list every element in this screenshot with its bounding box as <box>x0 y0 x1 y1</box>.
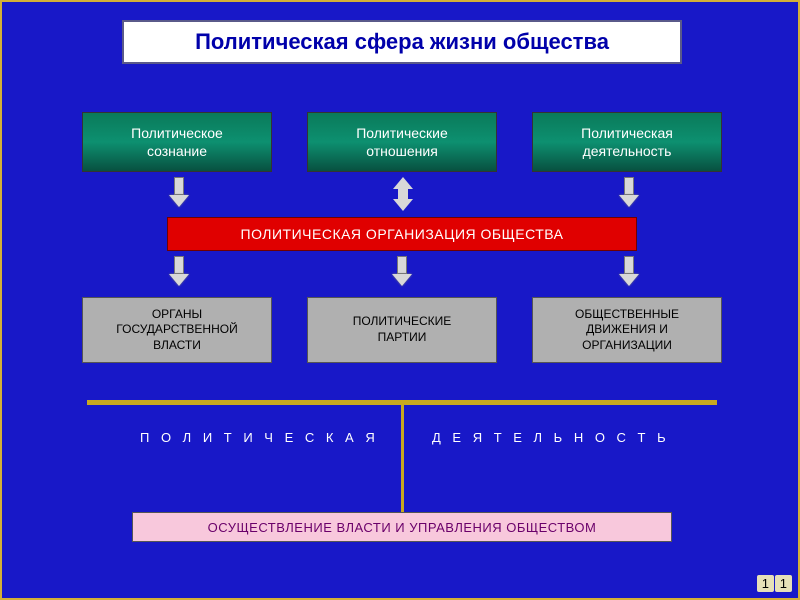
connector-vertical <box>401 400 404 512</box>
activity-label-left: П О Л И Т И Ч Е С К А Я <box>140 430 379 445</box>
node-line: ГОСУДАРСТВЕННОЙ <box>116 322 237 338</box>
arrow-down-icon <box>620 256 638 288</box>
arrow-down-icon <box>620 177 638 209</box>
node-exercise-of-power: ОСУЩЕСТВЛЕНИЕ ВЛАСТИ И УПРАВЛЕНИЯ ОБЩЕСТ… <box>132 512 672 542</box>
node-political-relations: Политические отношения <box>307 112 497 172</box>
arrow-down-icon <box>393 256 411 288</box>
node-political-parties: ПОЛИТИЧЕСКИЕ ПАРТИИ <box>307 297 497 363</box>
node-public-movements: ОБЩЕСТВЕННЫЕ ДВИЖЕНИЯ И ОРГАНИЗАЦИИ <box>532 297 722 363</box>
arrow-down-icon <box>170 177 188 209</box>
node-political-consciousness: Политическое сознание <box>82 112 272 172</box>
node-line: ВЛАСТИ <box>153 338 201 354</box>
node-political-organization: ПОЛИТИЧЕСКАЯ ОРГАНИЗАЦИЯ ОБЩЕСТВА <box>167 217 637 251</box>
node-line: ПАРТИИ <box>378 330 427 346</box>
node-line: ОБЩЕСТВЕННЫЕ <box>575 307 679 323</box>
arrow-down-icon <box>170 256 188 288</box>
node-political-activity: Политическая деятельность <box>532 112 722 172</box>
node-state-authorities: ОРГАНЫ ГОСУДАРСТВЕННОЙ ВЛАСТИ <box>82 297 272 363</box>
node-line: Политические <box>356 124 448 142</box>
page-number: 1 <box>757 575 774 592</box>
node-line: сознание <box>147 142 207 160</box>
diagram-title: Политическая сфера жизни общества <box>122 20 682 64</box>
node-line: отношения <box>366 142 438 160</box>
page-number: 1 <box>775 575 792 592</box>
arrow-double-icon <box>393 177 413 211</box>
node-line: Политическая <box>581 124 673 142</box>
activity-label-right: Д Е Я Т Е Л Ь Н О С Т Ь <box>432 430 670 445</box>
node-line: ПОЛИТИЧЕСКИЕ <box>353 314 452 330</box>
node-line: ОРГАНИЗАЦИИ <box>582 338 672 354</box>
node-line: деятельность <box>583 142 672 160</box>
node-line: Политическое <box>131 124 223 142</box>
node-line: ОРГАНЫ <box>152 307 202 323</box>
node-line: ДВИЖЕНИЯ И <box>586 322 668 338</box>
